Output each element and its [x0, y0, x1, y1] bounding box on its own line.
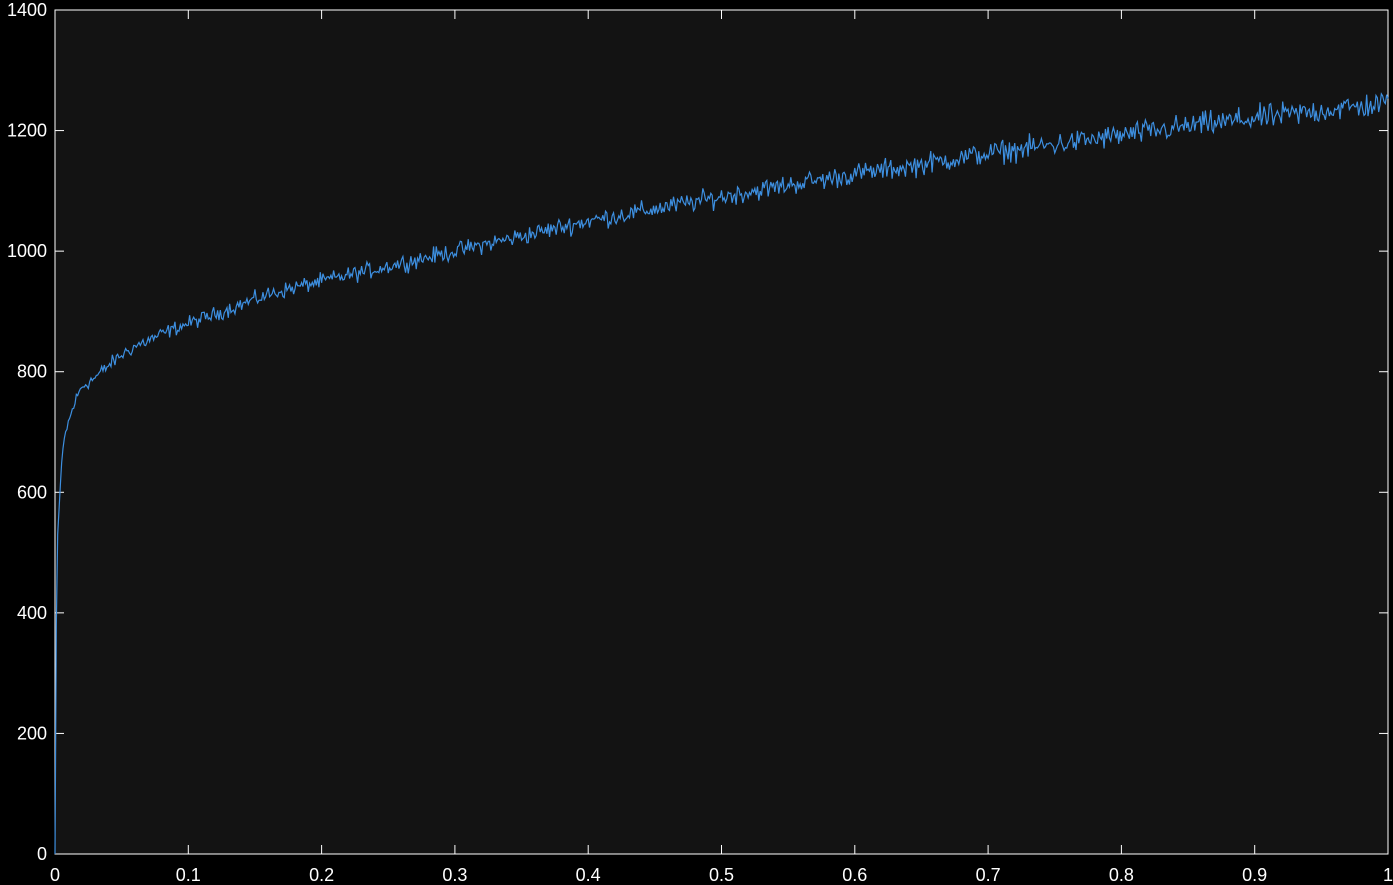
data-series-line	[54, 92, 1389, 855]
x-tick-label: 0.3	[442, 865, 467, 885]
y-tick-label: 400	[17, 603, 47, 623]
x-tick-label: 0.2	[309, 865, 334, 885]
x-tick-label: 0.7	[976, 865, 1001, 885]
y-tick-label: 0	[37, 844, 47, 864]
y-tick-label: 1400	[7, 0, 47, 20]
y-tick-label: 800	[17, 362, 47, 382]
x-tick-label: 0.5	[709, 865, 734, 885]
y-axis-tick-labels: 0 200 400 600 800 1000 1200 1400	[7, 0, 47, 864]
y-tick-label: 1000	[7, 241, 47, 261]
x-tick-label: 0.4	[576, 865, 601, 885]
x-tick-label: 0.9	[1242, 865, 1267, 885]
x-tick-label: 1	[1383, 865, 1393, 885]
x-tick-label: 0	[50, 865, 60, 885]
y-tick-label: 600	[17, 482, 47, 502]
x-tick-label: 0.1	[176, 865, 201, 885]
plot-area	[54, 9, 1389, 855]
y-tick-label: 1200	[7, 121, 47, 141]
x-axis-tick-labels: 0 0.1 0.2 0.3 0.4 0.5 0.6 0.7 0.8 0.9 1	[50, 865, 1393, 885]
x-tick-label: 0.6	[842, 865, 867, 885]
axis-ticks	[54, 9, 1389, 855]
y-tick-label: 200	[17, 723, 47, 743]
x-tick-label: 0.8	[1109, 865, 1134, 885]
